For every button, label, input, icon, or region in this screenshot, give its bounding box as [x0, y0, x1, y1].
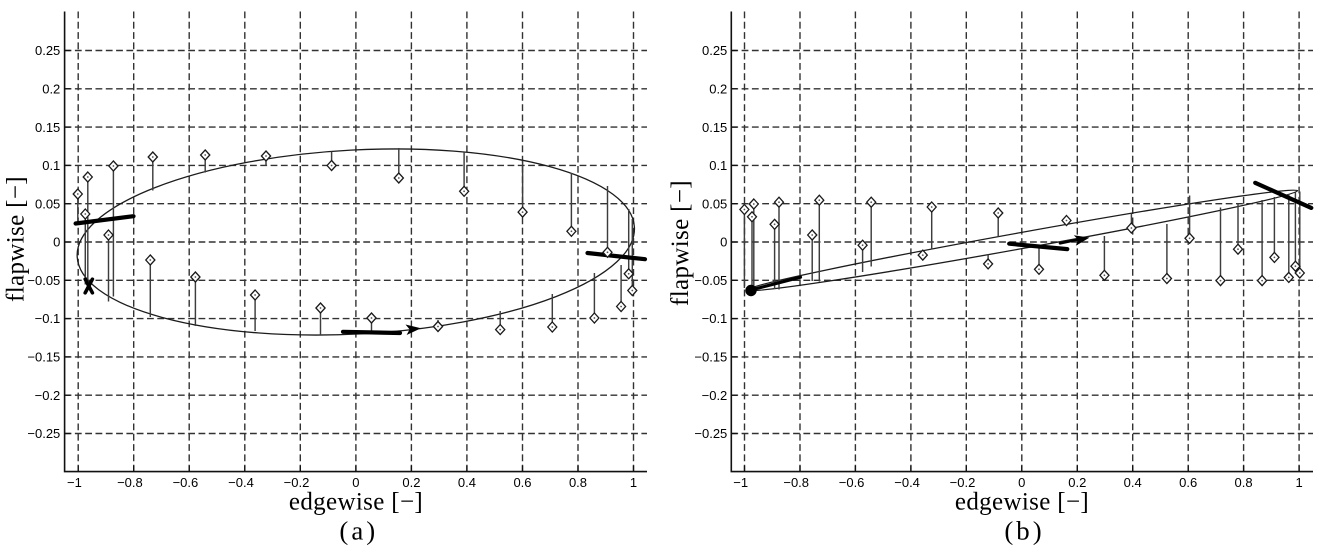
svg-text:0: 0: [1018, 475, 1025, 490]
svg-text:0.25: 0.25: [35, 43, 60, 58]
svg-text:0.2: 0.2: [42, 81, 60, 96]
svg-text:−0.1: −0.1: [702, 311, 728, 326]
svg-text:0.15: 0.15: [35, 120, 60, 135]
svg-text:−0.25: −0.25: [27, 426, 60, 441]
svg-text:0.2: 0.2: [709, 81, 727, 96]
svg-text:(b): (b): [1004, 516, 1044, 546]
svg-text:0: 0: [720, 235, 727, 250]
svg-text:0.1: 0.1: [709, 158, 727, 173]
svg-text:edgewise [−]: edgewise [−]: [289, 488, 423, 515]
svg-text:0.8: 0.8: [1235, 475, 1253, 490]
svg-text:−0.4: −0.4: [894, 475, 920, 490]
svg-text:0: 0: [352, 475, 359, 490]
svg-text:−0.6: −0.6: [173, 475, 199, 490]
svg-text:−0.2: −0.2: [284, 475, 310, 490]
svg-text:0.8: 0.8: [569, 475, 587, 490]
svg-text:flapwise [−]: flapwise [−]: [667, 180, 694, 306]
svg-text:edgewise [−]: edgewise [−]: [955, 488, 1089, 515]
svg-text:0.4: 0.4: [1124, 475, 1142, 490]
svg-text:0.25: 0.25: [702, 43, 727, 58]
svg-text:−0.8: −0.8: [117, 475, 143, 490]
svg-text:(a): (a): [339, 516, 378, 546]
svg-text:1: 1: [630, 475, 637, 490]
svg-text:0.05: 0.05: [702, 196, 727, 211]
svg-text:−0.25: −0.25: [694, 426, 727, 441]
svg-text:−0.6: −0.6: [839, 475, 865, 490]
svg-text:−0.05: −0.05: [27, 273, 60, 288]
svg-text:0.6: 0.6: [513, 475, 531, 490]
svg-text:−0.1: −0.1: [35, 311, 61, 326]
svg-text:−0.4: −0.4: [228, 475, 254, 490]
svg-text:−0.05: −0.05: [694, 273, 727, 288]
svg-text:−0.2: −0.2: [35, 388, 61, 403]
svg-text:1: 1: [1295, 475, 1302, 490]
svg-text:0.15: 0.15: [702, 120, 727, 135]
svg-text:−0.15: −0.15: [27, 350, 60, 365]
svg-text:−1: −1: [67, 475, 82, 490]
svg-text:0: 0: [53, 235, 60, 250]
svg-text:−1: −1: [733, 475, 748, 490]
svg-text:0.4: 0.4: [458, 475, 476, 490]
svg-text:0.05: 0.05: [35, 196, 60, 211]
svg-text:−0.2: −0.2: [950, 475, 976, 490]
svg-text:−0.8: −0.8: [783, 475, 809, 490]
svg-text:flapwise [−]: flapwise [−]: [3, 176, 30, 302]
svg-text:0.2: 0.2: [1068, 475, 1086, 490]
svg-text:−0.2: −0.2: [702, 388, 728, 403]
svg-text:0.1: 0.1: [42, 158, 60, 173]
svg-text:0.2: 0.2: [402, 475, 420, 490]
svg-text:−0.15: −0.15: [694, 350, 727, 365]
svg-text:0.6: 0.6: [1179, 475, 1197, 490]
